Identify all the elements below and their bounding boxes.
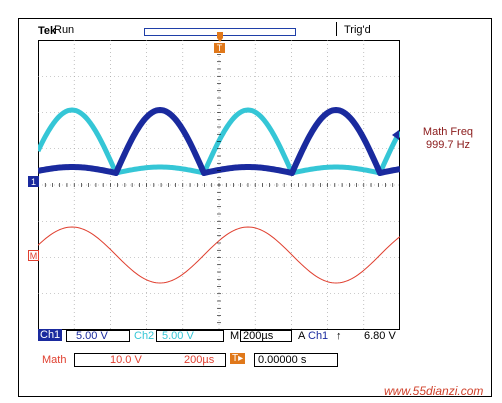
- scope-frame: [18, 18, 492, 397]
- trigger-slope-icon: ↑: [336, 330, 342, 342]
- timebase-label: M: [230, 330, 240, 342]
- trigger-position-marker[interactable]: T: [214, 32, 226, 54]
- ch1-label[interactable]: Ch1: [38, 329, 63, 341]
- trigger-status-box: [336, 22, 401, 36]
- trigger-source[interactable]: Ch1: [308, 330, 329, 342]
- math-time: 200µs: [184, 354, 215, 366]
- math-settings-box[interactable]: [74, 353, 226, 367]
- svg-text:1: 1: [31, 177, 36, 187]
- ch2-scale: 5.00 V: [162, 330, 194, 342]
- ch1-ground-marker[interactable]: 1: [28, 176, 40, 188]
- center-axes: [38, 40, 394, 330]
- acquisition-state: Run: [54, 24, 75, 36]
- trigger-level-marker[interactable]: [392, 130, 402, 140]
- math-waveform: [38, 226, 400, 284]
- status-bar: Tek Run Trig'd: [38, 22, 400, 40]
- ch2-scale-box[interactable]: [156, 330, 224, 342]
- trigger-position-box[interactable]: [254, 353, 338, 367]
- math-readout-bar: Math 10.0 V 200µs T▸ 0.00000 s: [38, 353, 400, 367]
- trigger-position: 0.00000 s: [258, 354, 307, 366]
- math-freq-label: Math Freq: [422, 126, 474, 138]
- ch2-label[interactable]: Ch2: [134, 330, 155, 342]
- ch1-scale: 5.00 V: [76, 330, 108, 342]
- timebase-box[interactable]: [240, 330, 292, 342]
- trigger-level: 6.80 V: [364, 330, 396, 342]
- math-ground-marker[interactable]: M: [28, 250, 40, 262]
- svg-text:T: T: [217, 43, 223, 53]
- trigger-position-icon: T▸: [230, 353, 246, 364]
- math-scale: 10.0 V: [110, 354, 142, 366]
- brand-label: Tek: [38, 25, 57, 37]
- ch1-scale-box[interactable]: [66, 330, 130, 342]
- ch2-waveform: [38, 107, 400, 176]
- trigger-status: Trig'd: [344, 24, 371, 36]
- svg-text:M: M: [30, 251, 38, 261]
- ch1-waveform: [38, 107, 400, 176]
- timebase-value: 200µs: [243, 330, 274, 342]
- graticule: [38, 40, 400, 330]
- trigger-type: A: [298, 330, 306, 342]
- math-freq-readout: Math Freq 999.7 Hz: [408, 126, 488, 152]
- channel-readout-bar: Ch1 5.00 V Ch2 5.00 V M 200µs A Ch1 ↑ 6.…: [38, 329, 400, 342]
- math-label[interactable]: Math: [42, 354, 67, 366]
- math-freq-value: 999.7 Hz: [425, 139, 471, 151]
- watermark: www.55dianzi.com: [384, 384, 484, 398]
